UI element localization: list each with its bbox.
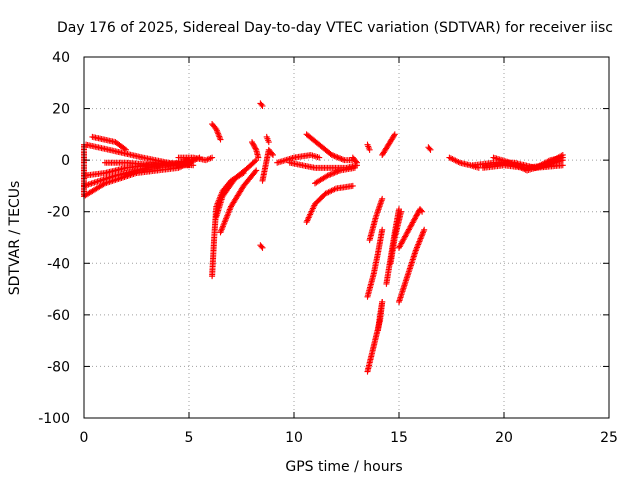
data-point xyxy=(337,155,344,162)
data-point xyxy=(518,164,525,171)
data-point xyxy=(419,208,426,215)
data-point xyxy=(426,145,433,152)
data-point xyxy=(507,159,514,166)
y-tick-label: -40 xyxy=(47,256,70,272)
data-point xyxy=(327,171,334,178)
data-point xyxy=(121,145,128,152)
x-tick-label: 25 xyxy=(600,430,618,446)
data-point xyxy=(414,210,421,217)
plot-frame xyxy=(83,56,610,419)
y-axis-label: SDTVAR / TECUs xyxy=(7,181,23,296)
data-point xyxy=(252,168,259,175)
y-tick-label: -20 xyxy=(47,205,70,221)
data-point xyxy=(354,159,360,166)
data-point xyxy=(326,172,332,179)
data-point xyxy=(379,195,386,202)
data-point xyxy=(391,131,398,138)
data-point xyxy=(334,168,341,175)
y-tick-label: 0 xyxy=(61,153,70,169)
data-point xyxy=(255,154,262,161)
data-point xyxy=(259,244,266,251)
data-point xyxy=(379,226,386,233)
x-axis-label: GPS time / hours xyxy=(285,459,402,475)
data-point xyxy=(391,132,398,139)
chart-title: Day 176 of 2025, Sidereal Day-to-day VTE… xyxy=(57,20,613,36)
data-point xyxy=(259,102,266,109)
data-point xyxy=(252,145,259,152)
data-point xyxy=(186,162,192,169)
data-point xyxy=(249,139,255,146)
data-point xyxy=(328,151,335,158)
data-point xyxy=(421,226,428,233)
data-point xyxy=(514,162,521,169)
data-point xyxy=(333,153,339,160)
data-point xyxy=(335,168,342,175)
data-point xyxy=(511,161,518,168)
data-point xyxy=(251,142,258,149)
y-tick-label: 20 xyxy=(52,102,70,118)
data-point xyxy=(379,298,386,305)
data-point xyxy=(340,156,346,163)
data-point xyxy=(249,140,256,147)
gridlines xyxy=(84,57,609,418)
data-point xyxy=(333,169,339,176)
y-tick-label: -80 xyxy=(47,359,70,375)
data-point xyxy=(334,154,341,161)
data-point xyxy=(521,166,528,173)
data-point xyxy=(217,136,224,143)
data-point xyxy=(316,154,323,161)
data-point xyxy=(398,208,405,215)
tick-labels: 0 5 10 15 20 25 40 20 0 -20 -40 -60 -80 -100 xyxy=(38,50,618,446)
data-point xyxy=(209,154,216,161)
data-point xyxy=(331,169,338,176)
data-point xyxy=(338,155,345,162)
data-point xyxy=(253,167,260,174)
x-tick-label: 10 xyxy=(285,430,303,446)
data-point xyxy=(328,170,335,177)
y-tick-label: -100 xyxy=(38,411,70,427)
data-point xyxy=(519,165,526,172)
data-point xyxy=(330,152,337,159)
data-point xyxy=(265,139,272,146)
data-point xyxy=(414,211,421,218)
data-point xyxy=(258,243,265,250)
data-point xyxy=(330,170,337,177)
data-point xyxy=(251,144,258,151)
x-tick-label: 0 xyxy=(80,430,89,446)
x-tick-label: 15 xyxy=(390,430,408,446)
data-point xyxy=(351,164,358,171)
data-point xyxy=(349,182,356,189)
data-point xyxy=(268,150,275,157)
data-point xyxy=(123,146,129,153)
data-point xyxy=(512,162,519,169)
y-tick-label: -60 xyxy=(47,308,70,324)
data-point xyxy=(252,158,258,165)
data-point xyxy=(510,161,517,168)
y-tick-label: 40 xyxy=(52,50,70,66)
data-point xyxy=(559,162,566,169)
x-tick-label: 5 xyxy=(185,430,194,446)
data-point xyxy=(515,163,522,170)
data-point xyxy=(366,146,373,153)
data-point xyxy=(270,151,276,158)
data-point xyxy=(418,207,425,214)
data-point xyxy=(324,172,331,179)
data-point xyxy=(323,173,330,180)
x-tick-label: 20 xyxy=(495,430,513,446)
data-point xyxy=(517,164,524,171)
data-points xyxy=(81,100,566,375)
data-point xyxy=(413,212,420,219)
data-point xyxy=(335,154,342,161)
data-point xyxy=(352,158,359,165)
data-point xyxy=(412,213,419,220)
data-point xyxy=(331,153,338,160)
data-point xyxy=(258,101,265,108)
data-point xyxy=(508,160,515,167)
data-point xyxy=(427,146,434,153)
data-point xyxy=(250,141,257,148)
data-point xyxy=(559,154,566,161)
